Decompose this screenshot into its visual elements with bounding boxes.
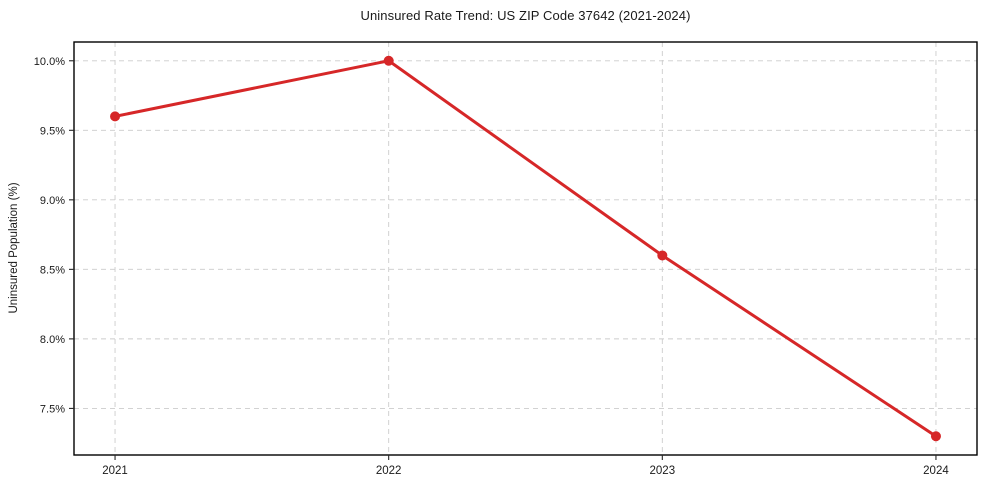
y-tick-label: 8.0%	[40, 334, 65, 346]
x-tick-label: 2022	[376, 465, 402, 477]
x-tick-label: 2024	[923, 465, 949, 477]
trend-line	[113, 59, 938, 438]
data-point-2021	[110, 111, 121, 122]
chart-title: Uninsured Rate Trend: US ZIP Code 37642 …	[360, 8, 691, 23]
y-tick-label: 7.5%	[40, 403, 65, 415]
data-point-2022	[383, 55, 394, 66]
y-tick-label: 8.5%	[40, 264, 65, 276]
y-tick-label: 9.5%	[40, 125, 65, 137]
y-tick-label: 9.0%	[40, 195, 65, 207]
plot-border	[73, 41, 978, 456]
x-tick-label: 2021	[102, 465, 128, 477]
x-tick-label: 2023	[650, 465, 676, 477]
y-tick-label: 10.0%	[34, 56, 65, 68]
data-point-2024	[930, 431, 941, 442]
data-point-2023	[657, 250, 668, 261]
